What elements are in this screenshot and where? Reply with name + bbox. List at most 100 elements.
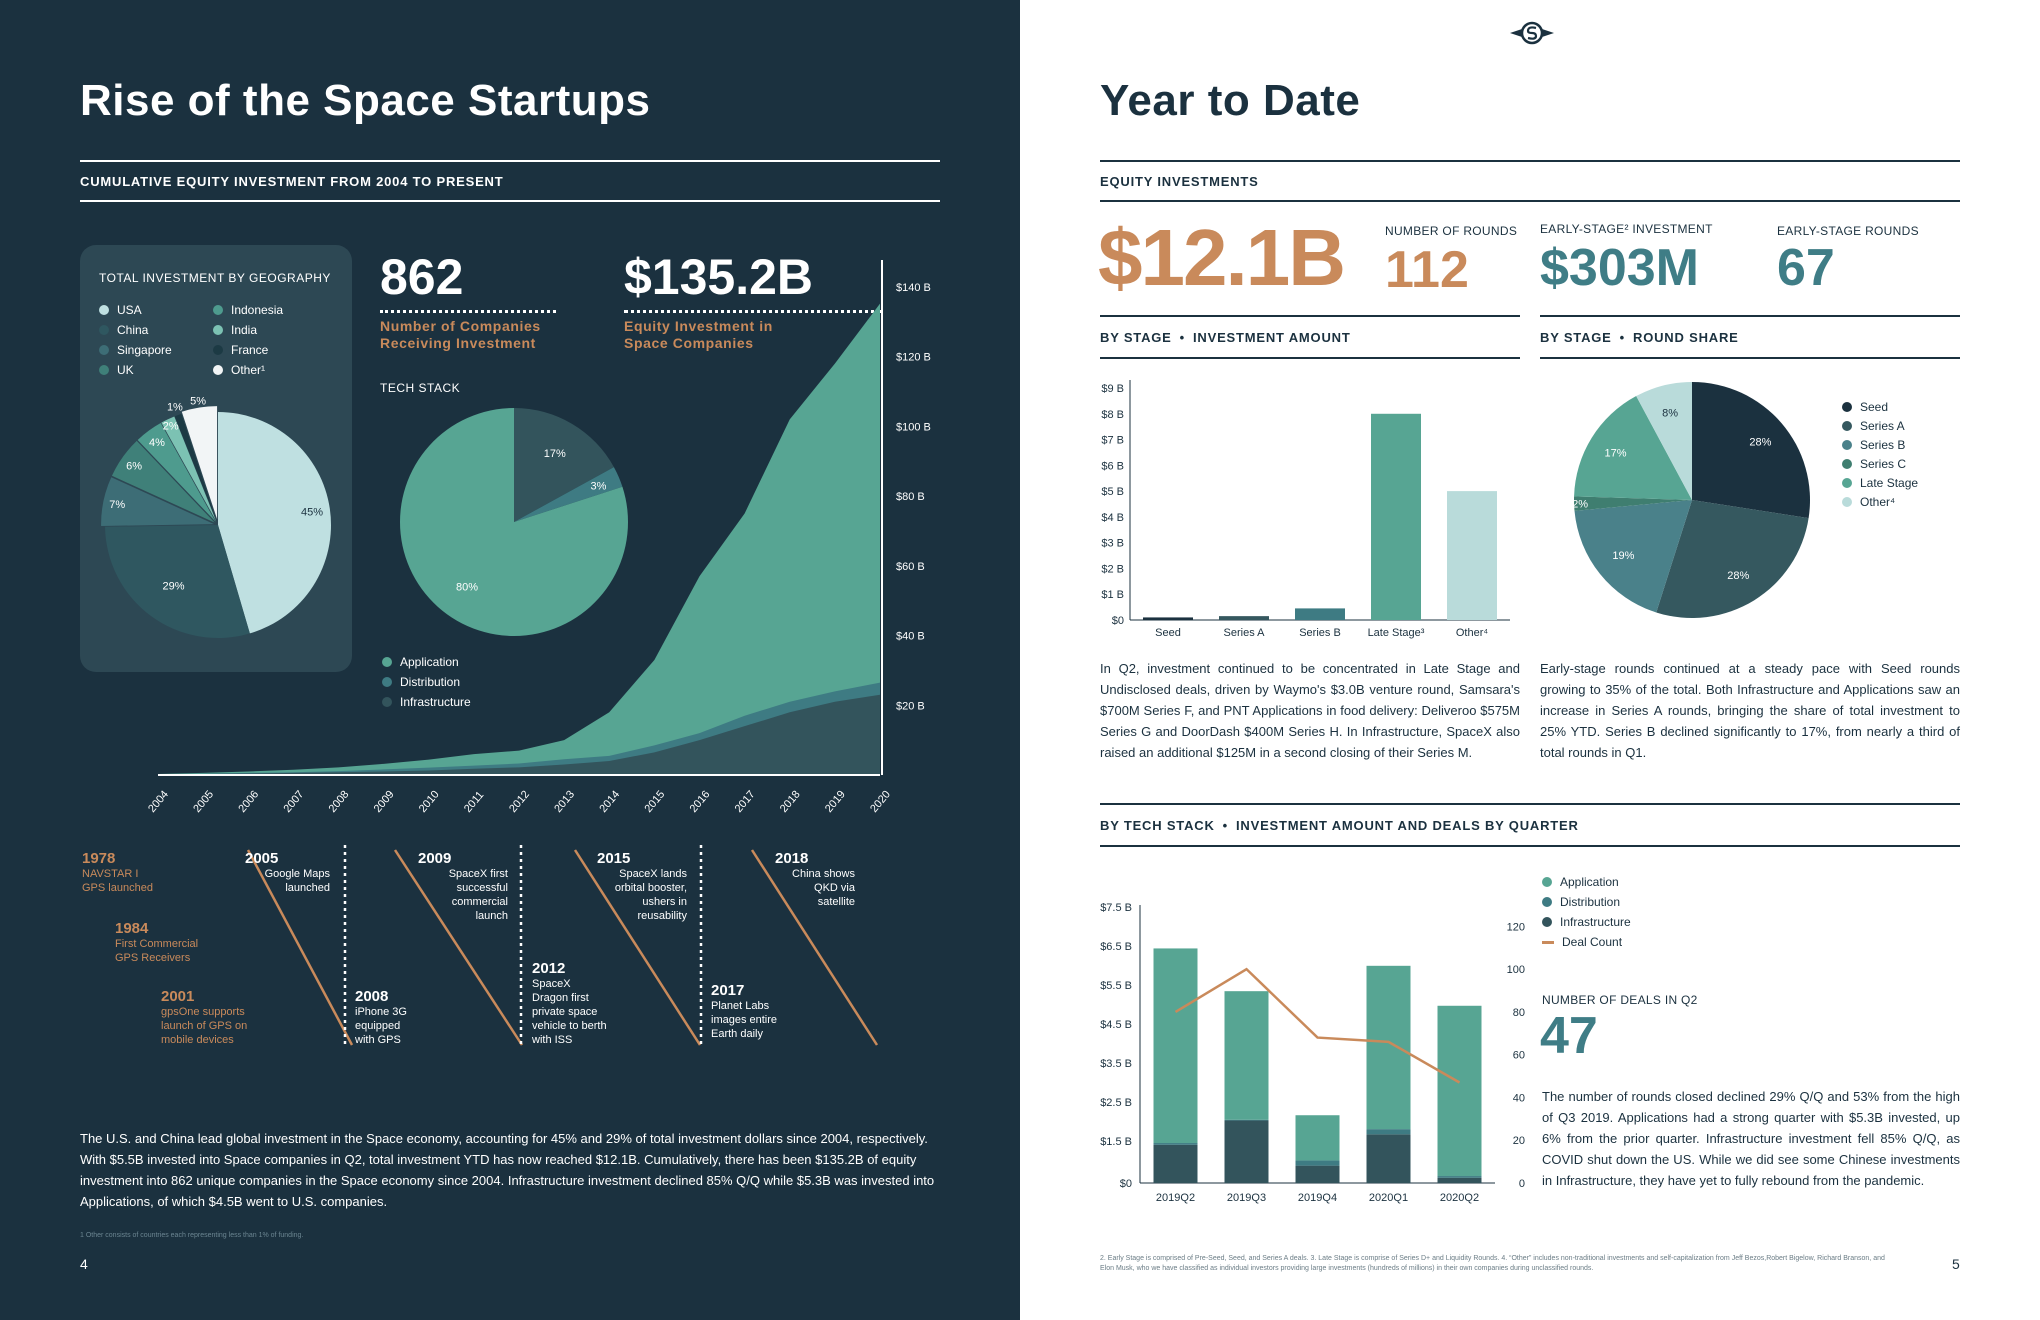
x-tick-label: 2008	[327, 788, 352, 814]
legend-late-stage: Late Stage	[1842, 473, 1918, 492]
legend-series-b: Series B	[1842, 435, 1918, 454]
pie-label: 28%	[1727, 570, 1749, 582]
legend-label: UK	[117, 363, 134, 377]
y-tick-label: $2 B	[1101, 563, 1124, 575]
deals-q2-label: NUMBER OF DEALS IN Q2	[1542, 993, 1698, 1007]
x-tick-label: 2020	[868, 788, 893, 814]
x-tick-label: 2019	[823, 788, 848, 814]
y-tick-label: $100 B	[896, 421, 931, 433]
deals-q2-value: 47	[1540, 1007, 1598, 1065]
round-share-pie-chart: 28% 28% 19% 2% 17% 8%	[1572, 382, 1810, 618]
y-tick-label: $5.5 B	[1100, 980, 1132, 992]
geo-slice-france	[174, 413, 217, 522]
deal-count-line	[1174, 967, 1461, 1084]
divider	[1100, 315, 1520, 317]
early-rounds-value: 67	[1777, 239, 1835, 297]
geo-slice-uk	[111, 440, 215, 523]
tech-slice-distribution	[514, 467, 623, 522]
early-investment-label: EARLY-STAGE² INVESTMENT	[1540, 222, 1713, 236]
x-tick-label: 2005	[191, 788, 216, 814]
right-page: Year to Date EQUITY INVESTMENTS $12.1B N…	[1020, 0, 2040, 1320]
legend-label: Singapore	[117, 343, 172, 357]
deals-paragraph: The number of rounds closed declined 29%…	[1542, 1089, 1960, 1188]
legend-application: Application	[1542, 872, 1631, 892]
timeline-year: 1978	[82, 850, 116, 867]
bar-application-2019Q4	[1295, 1115, 1340, 1161]
page-number: 5	[1952, 1256, 1960, 1272]
x-tick-label: Late Stage³	[1368, 627, 1425, 639]
bar-distribution-2020Q1	[1366, 1129, 1411, 1135]
x-tick-label: Series A	[1224, 627, 1266, 639]
legend-label: India	[231, 323, 258, 337]
bar-infrastructure-2020Q2	[1437, 1177, 1482, 1183]
timeline-diagonal	[393, 849, 524, 1046]
x-tick-label: 2010	[417, 788, 442, 814]
legend-label: France	[231, 343, 269, 357]
legend-infrastructure: Infrastructure	[382, 692, 471, 712]
legend-label: Application	[1560, 875, 1619, 889]
legend-label: Late Stage	[1860, 475, 1919, 490]
timeline-text: SpaceX Dragon first private space vehicl…	[532, 978, 607, 1046]
early-investment-value: $303M	[1540, 239, 1699, 297]
timeline-lines	[246, 845, 879, 1046]
timeline-diagonal	[573, 849, 702, 1046]
legend-deal-count: Deal Count	[1542, 932, 1631, 952]
timeline-2008: 2008 iPhone 3G equipped with GPS	[355, 988, 407, 1047]
legend-label: China	[117, 323, 149, 337]
legend-dot	[1542, 917, 1552, 927]
y-tick-label: $6.5 B	[1100, 941, 1132, 953]
pie-label: 29%	[163, 580, 185, 592]
tech-slice-infrastructure	[514, 408, 614, 522]
legend-seed: Seed	[1842, 397, 1918, 416]
timeline-diagonal	[246, 849, 354, 1046]
geography-title: TOTAL INVESTMENT BY GEOGRAPHY	[99, 271, 331, 285]
legend-label: Series B	[1860, 437, 1906, 452]
pie-label: 1%	[167, 402, 183, 414]
legend-dot	[213, 305, 223, 315]
legend-label: USA	[117, 303, 142, 317]
y-tick-label: $1.5 B	[1100, 1136, 1132, 1148]
x-tick-label: Seed	[1155, 627, 1181, 639]
divider	[1100, 803, 1960, 805]
geo-slice-indonesia	[137, 423, 216, 522]
equity-label: Equity Investment in Space Companies	[624, 318, 773, 351]
timeline-text: Google Maps launched	[264, 868, 330, 894]
pie-label: 3%	[590, 480, 606, 492]
divider	[1100, 200, 1960, 202]
y-tick-label: $60 B	[896, 561, 925, 573]
legend-other: Other¹	[213, 360, 333, 380]
y-tick-label-right: 0	[1519, 1178, 1525, 1190]
page-number: 4	[80, 1256, 88, 1272]
bar-distribution-2020Q2	[1437, 1176, 1482, 1178]
legend-distribution: Distribution	[382, 672, 471, 692]
legend-line	[1542, 940, 1554, 944]
share-slice-seriesa	[1656, 500, 1809, 618]
round-share-legend: Seed Series A Series B Series C Late Sta…	[1842, 397, 1918, 511]
timeline-year: 2009	[418, 850, 452, 867]
legend-dot	[1542, 897, 1552, 907]
share-slice-seriesc	[1574, 496, 1692, 511]
divider	[1100, 845, 1960, 847]
equity-value: $135.2B	[624, 249, 814, 305]
header-part: INVESTMENT AMOUNT AND DEALS BY QUARTER	[1236, 818, 1579, 833]
x-tick-label: 2019Q2	[1156, 1192, 1195, 1204]
header-bullet: •	[1222, 818, 1229, 833]
y-tick-label: $20 B	[896, 700, 925, 712]
legend-dot	[1842, 496, 1852, 507]
legend-application: Application	[382, 652, 471, 672]
header-part: BY TECH STACK	[1100, 818, 1215, 833]
cumulative-area-chart: $140 B $120 B $100 B $80 B $60 B $40 B $20 B 1…	[146, 260, 931, 815]
timeline-text: gpsOne supports launch of GPS on mobile …	[161, 1006, 248, 1046]
pie-label: 28%	[1749, 436, 1771, 448]
bar-seed	[1143, 617, 1193, 620]
y-tick-label: $8 B	[1101, 409, 1124, 421]
y-tick-label: $120 B	[896, 352, 931, 364]
x-tick-label: 2013	[552, 788, 577, 814]
y-tick-label: $80 B	[896, 491, 925, 503]
x-tick-label: 2012	[507, 788, 532, 814]
timeline-2005: 2005 Google Maps launched	[245, 850, 330, 895]
timeline-year: 2012	[532, 960, 566, 977]
timeline-2009: 2009 SpaceX first successful commercial …	[418, 850, 508, 923]
x-tick-label: 2017	[733, 788, 758, 814]
bar-distribution-2019Q3	[1224, 1119, 1269, 1121]
